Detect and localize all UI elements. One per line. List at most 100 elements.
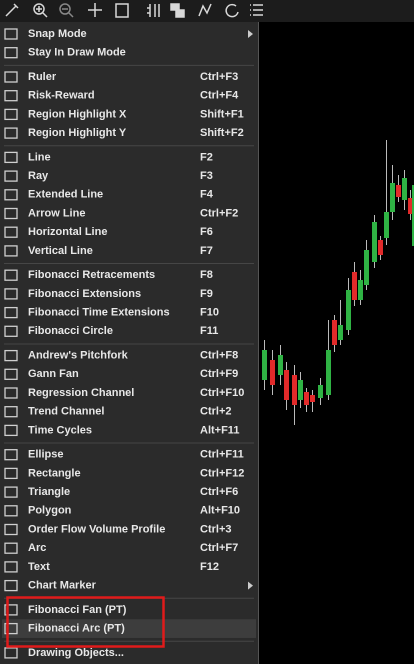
menu-item-shortcut: Ctrl+F2: [200, 207, 238, 219]
menu-item[interactable]: Stay In Draw Mode: [4, 47, 126, 59]
menu-item[interactable]: Polygon Alt+F10: [4, 505, 240, 517]
menu-icon: [4, 579, 18, 592]
submenu-arrow: [248, 581, 253, 590]
menu-icon: [4, 424, 18, 437]
zoom-out-icon[interactable]: [59, 3, 71, 15]
menu-item-label: Arrow Line: [28, 207, 85, 219]
menu-icon: [4, 28, 18, 40]
menu-item[interactable]: Fibonacci Time Extensions F10: [4, 307, 219, 319]
menu-item-label: Region Highlight Y: [28, 127, 127, 139]
menu-icon: [4, 288, 18, 300]
menu-item-shortcut: Ctrl+F7: [200, 542, 238, 554]
menu-item-highlight: [2, 619, 256, 638]
menu-icon: [4, 387, 18, 399]
menu-icon: [4, 368, 18, 380]
menu-item[interactable]: Ray F3: [4, 170, 213, 182]
menu-icon: [4, 542, 18, 554]
menu-item[interactable]: Line F2: [4, 151, 213, 164]
menu-item[interactable]: Rectangle Ctrl+F12: [4, 467, 244, 480]
menu-icon: [4, 505, 18, 517]
menu-item-label: Fibonacci Extensions: [28, 288, 141, 300]
pencil-icon[interactable]: [5, 3, 19, 17]
menu-item-shortcut: F8: [200, 269, 213, 281]
menu-icon: [4, 467, 18, 480]
menu-icon: [4, 349, 18, 362]
menu-item[interactable]: Arc Ctrl+F7: [4, 542, 238, 554]
menu-item[interactable]: Trend Channel Ctrl+2: [4, 406, 232, 418]
menu-item-label: Gann Fan: [28, 368, 79, 380]
candles: [262, 140, 414, 425]
menu-item[interactable]: Regression Channel Ctrl+F10: [4, 387, 244, 399]
menu-item[interactable]: Fibonacci Extensions F9: [4, 288, 213, 300]
refresh-icon[interactable]: [225, 3, 239, 18]
toolbar: [0, 0, 414, 22]
menu-item[interactable]: Snap Mode: [4, 28, 253, 40]
menu-item-label: Trend Channel: [28, 406, 104, 418]
menu-item-shortcut: Ctrl+F11: [200, 449, 244, 461]
menu-item-label: Extended Line: [28, 189, 103, 201]
menu-icon: [4, 189, 18, 201]
menu-icon: [4, 226, 18, 238]
menu-item[interactable]: Gann Fan Ctrl+F9: [4, 368, 238, 380]
candle-body: [384, 212, 389, 238]
menu-item[interactable]: Vertical Line F7: [4, 245, 213, 257]
menu-item[interactable]: Risk-Reward Ctrl+F4: [4, 90, 239, 102]
menu-item[interactable]: Time Cycles Alt+F11: [4, 424, 239, 437]
menu-item[interactable]: Fibonacci Fan (PT): [4, 604, 127, 616]
menu-item-label: Risk-Reward: [28, 90, 95, 102]
menu-item[interactable]: Chart Marker: [4, 579, 253, 592]
menu-item-label: Polygon: [28, 505, 72, 517]
menu-item[interactable]: Ruler Ctrl+F3: [4, 71, 238, 83]
menu-icon: [4, 170, 18, 182]
candle-body: [412, 185, 414, 246]
candle-body: [346, 290, 351, 330]
menu-item[interactable]: Horizontal Line F6: [4, 226, 213, 238]
menu-item[interactable]: Drawing Objects...: [4, 647, 124, 659]
candle-body: [378, 240, 383, 255]
candle-body: [364, 250, 369, 285]
menu-item[interactable]: Region Highlight X Shift+F1: [4, 108, 244, 121]
candle-body: [310, 395, 315, 402]
menu-item[interactable]: Text F12: [4, 561, 219, 573]
menu-item-label: Chart Marker: [28, 580, 97, 592]
menu-item[interactable]: Extended Line F4: [4, 189, 214, 201]
menu-item[interactable]: Fibonacci Retracements F8: [4, 269, 213, 281]
candle-body: [304, 392, 309, 405]
layout-icon[interactable]: [170, 3, 180, 11]
list-icon[interactable]: [250, 4, 263, 16]
menu-item-label: Fibonacci Retracements: [28, 269, 155, 281]
menu-item[interactable]: Order Flow Volume Profile Ctrl+3: [4, 523, 232, 535]
draw-icon[interactable]: [198, 3, 212, 17]
menu-icon: [4, 406, 18, 418]
menu-item[interactable]: Arrow Line Ctrl+F2: [4, 207, 238, 220]
menu-item[interactable]: Fibonacci Arc (PT): [2, 619, 256, 638]
candle-body: [262, 350, 267, 380]
menu-item-label: Drawing Objects...: [28, 647, 124, 659]
menu-item-shortcut: F2: [200, 151, 213, 163]
menu-icon: [4, 108, 18, 121]
data-box-icon[interactable]: [115, 3, 129, 18]
candle-body: [284, 370, 289, 400]
menu-item-shortcut: F9: [200, 288, 213, 300]
candle-body: [408, 198, 413, 214]
menu-item[interactable]: Region Highlight Y Shift+F2: [4, 127, 244, 139]
menu-item[interactable]: Triangle Ctrl+F6: [4, 486, 238, 498]
candle-body: [326, 350, 331, 395]
menu-item-label: Fibonacci Circle: [28, 325, 113, 337]
zoom-in-icon[interactable]: [33, 3, 45, 15]
menu-item-shortcut: F4: [200, 189, 214, 201]
bars-icon[interactable]: [147, 4, 160, 17]
menu-item-label: Time Cycles: [28, 424, 92, 436]
crosshair-icon[interactable]: [88, 3, 102, 17]
menu-icon: [4, 207, 18, 220]
menu-item-shortcut: F6: [200, 226, 213, 238]
menu-icon: [4, 151, 18, 164]
menu-item[interactable]: Fibonacci Circle F11: [4, 325, 218, 337]
menu-item-label: Triangle: [28, 486, 70, 498]
menu-item[interactable]: Andrew's Pitchfork Ctrl+F8: [4, 349, 238, 362]
menu-item-shortcut: Ctrl+3: [200, 523, 232, 535]
candle-body: [352, 272, 357, 300]
menu-icon: [4, 71, 18, 83]
menu-item[interactable]: Ellipse Ctrl+F11: [4, 449, 244, 461]
menu-item-label: Ray: [28, 170, 49, 182]
